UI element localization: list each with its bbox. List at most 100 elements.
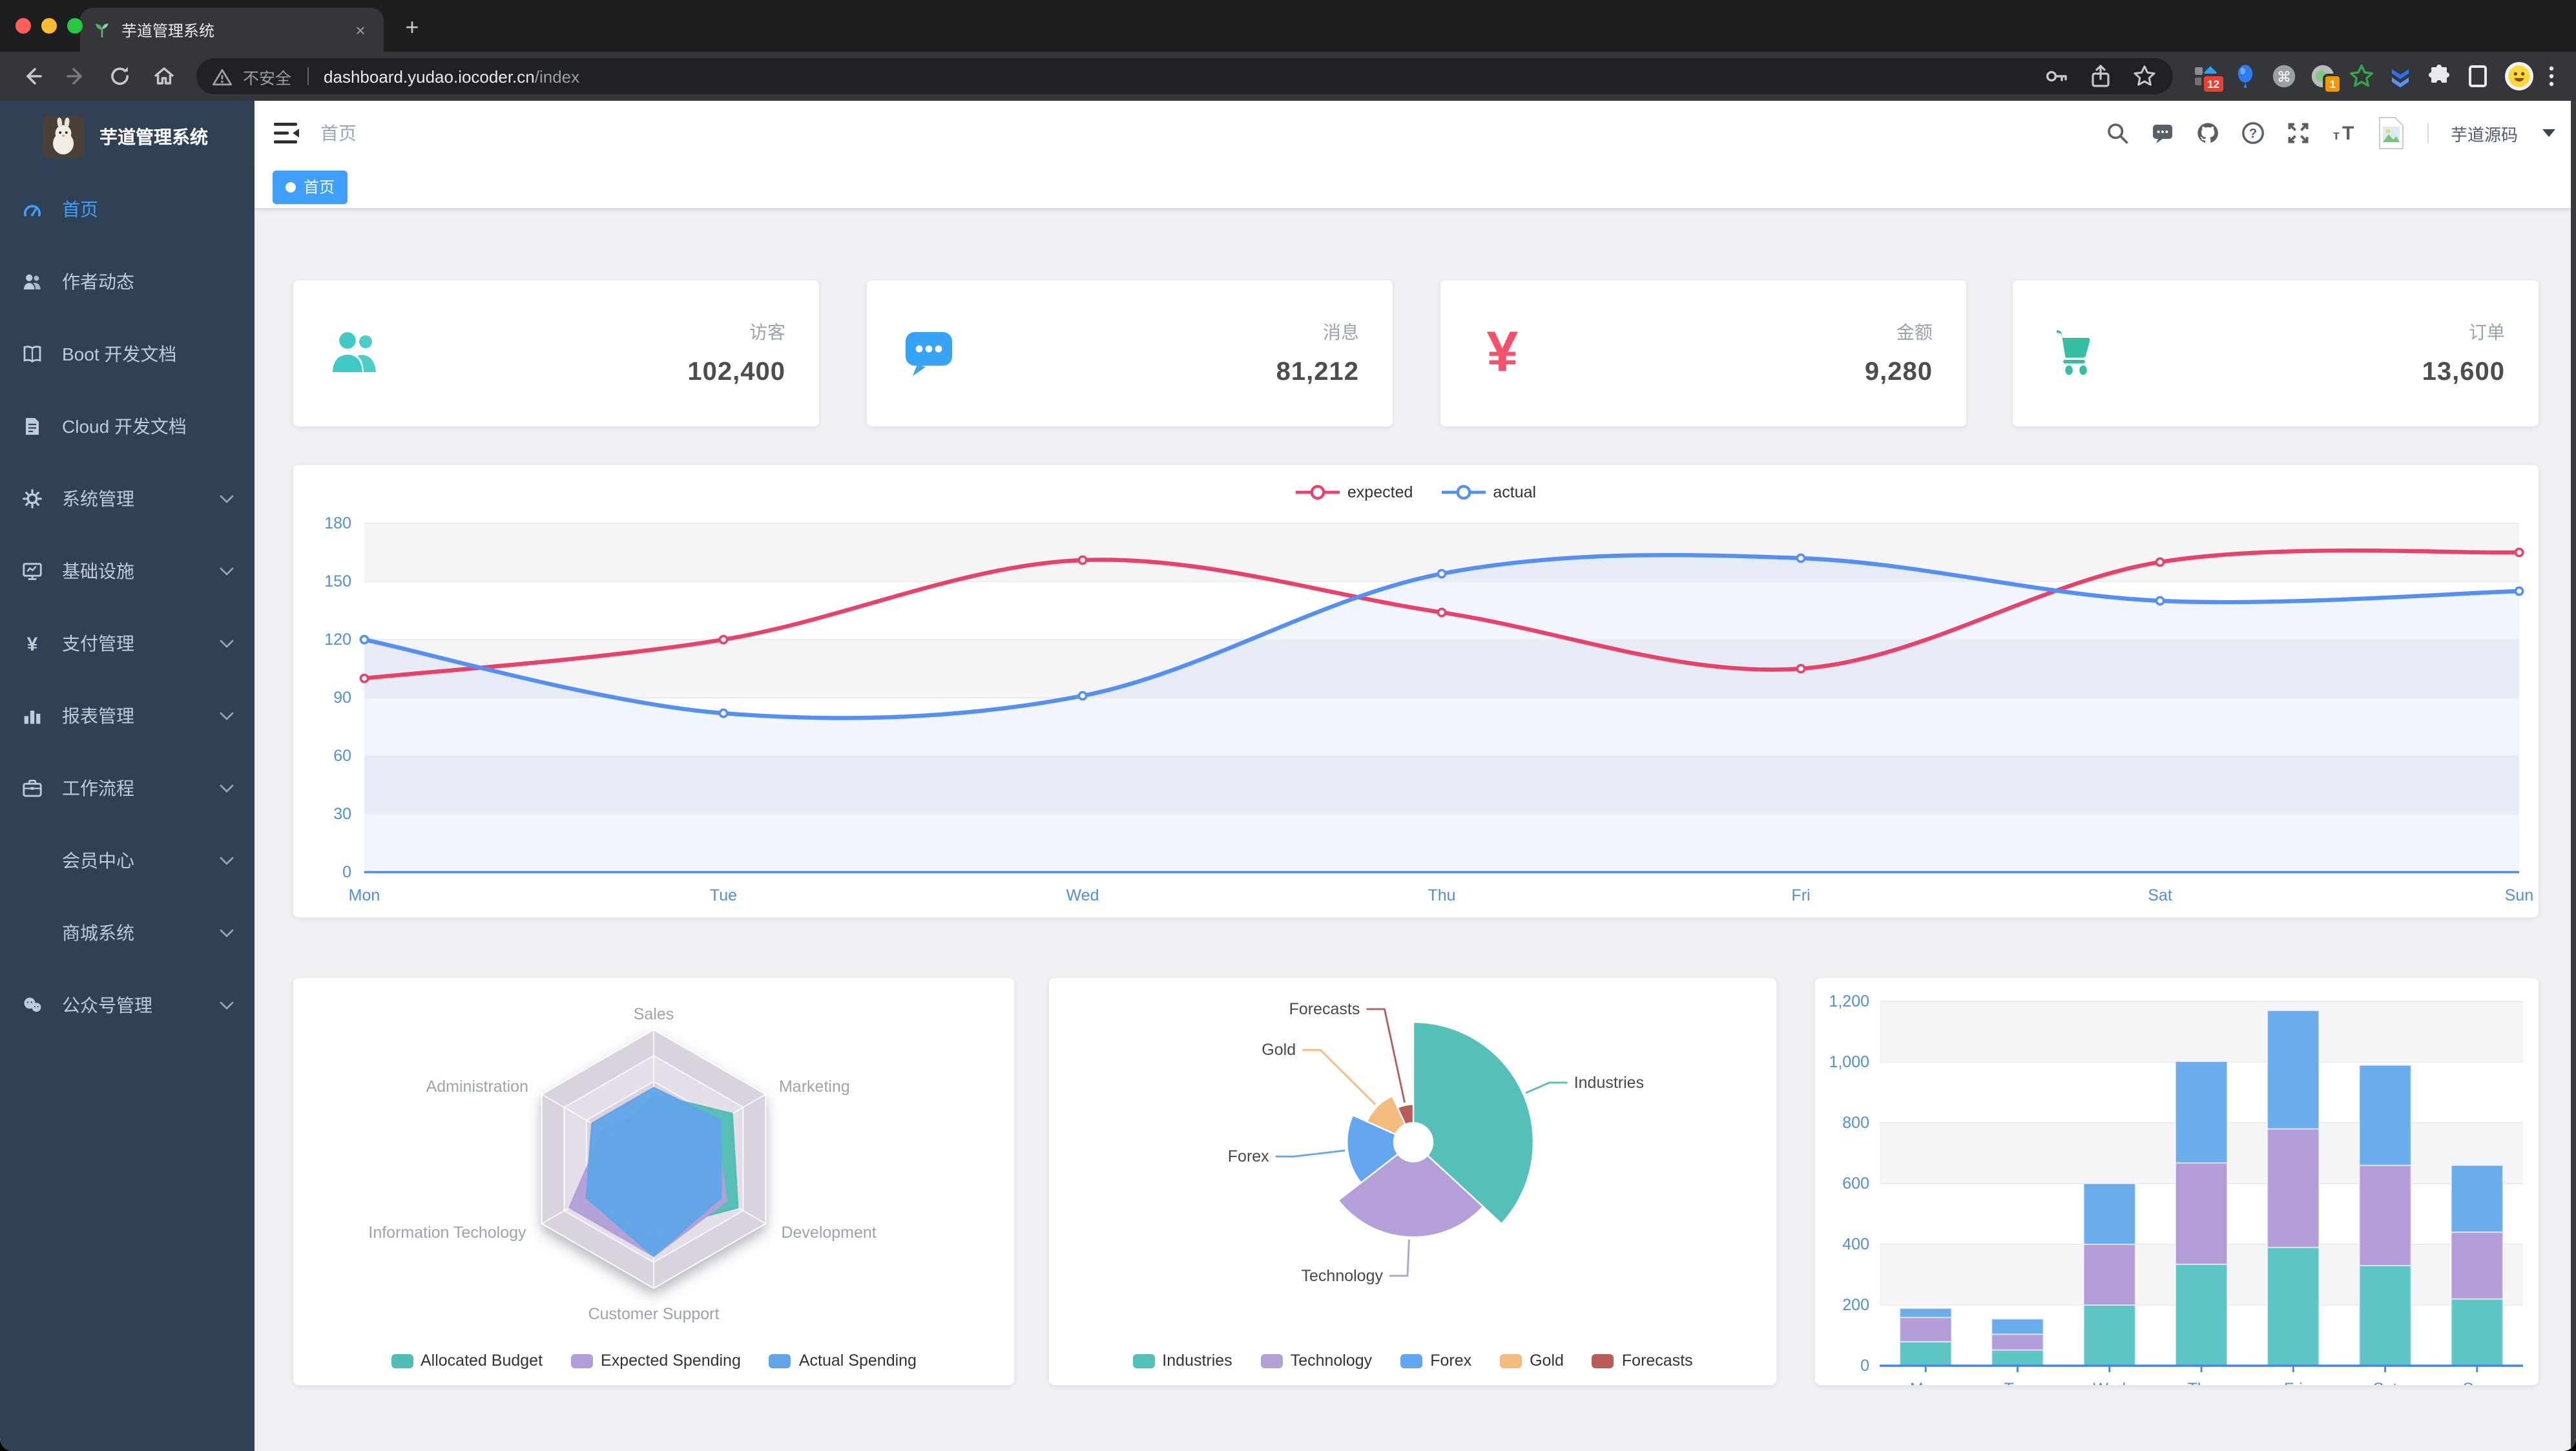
sidebar-item-0[interactable]: 首页 <box>0 173 254 245</box>
svg-text:800: 800 <box>1842 1114 1869 1132</box>
app-window: 芋道管理系统 首页 作者动态 Boot 开发文档 Cloud 开发文档 系统管理… <box>0 101 2576 1451</box>
no-icon <box>22 923 43 943</box>
sidebar-item-5[interactable]: 基础设施 <box>0 535 254 607</box>
tag-0[interactable]: 首页 <box>273 170 348 204</box>
stat-card-value: 81,212 <box>1276 358 1359 386</box>
maximize-window-button[interactable] <box>67 18 83 34</box>
sidebar-item-10[interactable]: 商城系统 <box>0 897 254 969</box>
chevron-down-icon <box>220 712 234 721</box>
blocks-diamond-icon[interactable]: 12 <box>2194 63 2226 94</box>
new-tab-button[interactable]: + <box>405 14 419 40</box>
briefcase-icon <box>22 778 43 799</box>
monitor-icon <box>22 561 43 581</box>
legend-item[interactable]: Actual Spending <box>769 1352 917 1370</box>
balloon-icon[interactable] <box>2232 63 2258 89</box>
user-menu[interactable]: 芋道源码 <box>2450 125 2518 144</box>
svg-text:⌘: ⌘ <box>2277 68 2291 85</box>
dashboard-content: 访客 102,400 消息 81,212 ¥ 金额 9,280 订单 13,60… <box>254 209 2576 1451</box>
sidebar-item-8[interactable]: 工作流程 <box>0 752 254 824</box>
avatar-placeholder-icon[interactable] <box>2377 116 2405 150</box>
legend-item[interactable]: Forex <box>1400 1352 1471 1370</box>
legend-item[interactable]: Gold <box>1500 1352 1564 1370</box>
svg-text:Mon: Mon <box>1910 1380 1942 1385</box>
legend-item[interactable]: expected <box>1295 483 1413 501</box>
sidebar-item-3[interactable]: Cloud 开发文档 <box>0 390 254 463</box>
question-icon[interactable]: ? <box>2241 121 2265 145</box>
sidebar-item-11[interactable]: 公众号管理 <box>0 969 254 1041</box>
people-icon <box>327 322 389 384</box>
forward-icon[interactable] <box>57 57 96 96</box>
svg-text:Information Techology: Information Techology <box>368 1224 526 1242</box>
back-icon[interactable] <box>13 57 52 96</box>
kebab-menu-icon[interactable] <box>2540 62 2563 90</box>
sidebar-item-6[interactable]: ¥ 支付管理 <box>0 607 254 680</box>
key-icon[interactable] <box>2044 63 2070 89</box>
address-bar[interactable]: 不安全 dashboard.yudao.iocoder.cn/index <box>196 58 2173 94</box>
radar-chart-panel: Sales Administration Information Techology… <box>293 978 1014 1385</box>
stat-card-label: 访客 <box>749 322 785 342</box>
command-icon[interactable]: ⌘ <box>2271 63 2297 89</box>
sidebar-item-7[interactable]: 报表管理 <box>0 680 254 752</box>
breadcrumb[interactable]: 首页 <box>320 123 357 143</box>
svg-text:Sun: Sun <box>2505 886 2533 904</box>
svg-text:Technology: Technology <box>1302 1267 1384 1285</box>
svg-text:Marketing: Marketing <box>779 1078 850 1096</box>
legend-item[interactable]: actual <box>1441 483 1536 501</box>
legend-item[interactable]: Technology <box>1260 1352 1372 1370</box>
sidebar-logo[interactable]: 芋道管理系统 <box>0 101 254 173</box>
legend-item[interactable]: Allocated Budget <box>391 1352 543 1370</box>
svg-text:Fri: Fri <box>1791 886 1810 904</box>
star-icon[interactable] <box>2132 63 2157 89</box>
document-icon <box>22 416 43 437</box>
svg-text:Administration: Administration <box>426 1078 528 1096</box>
message-icon[interactable] <box>2151 121 2174 145</box>
legend-item[interactable]: Forecasts <box>1592 1352 1693 1370</box>
svg-text:Tue: Tue <box>710 886 737 904</box>
chevron-down-icon <box>220 784 234 793</box>
stat-card-label: 金额 <box>1896 322 1933 342</box>
legend-item[interactable]: Expected Spending <box>571 1352 741 1370</box>
reading-list-icon[interactable] <box>2465 63 2491 89</box>
sidebar-item-label: Cloud 开发文档 <box>62 416 187 437</box>
pie-chart-panel: Industries Technology Forex Gold Forecasts In… <box>1049 978 1776 1385</box>
puzzle-icon[interactable] <box>2426 63 2452 89</box>
security-label[interactable]: 不安全 <box>243 69 292 87</box>
browser-tab[interactable]: 芋道管理系统 × <box>80 8 384 52</box>
seedling-favicon-icon <box>93 21 111 39</box>
url-text[interactable]: dashboard.yudao.iocoder.cn/index <box>324 67 2033 86</box>
svg-text:Gold: Gold <box>1262 1041 1296 1059</box>
reload-icon[interactable] <box>101 57 140 96</box>
divider <box>307 67 309 85</box>
caret-down-icon[interactable] <box>2542 129 2555 137</box>
home-icon[interactable] <box>145 57 183 96</box>
double-chevron-icon[interactable] <box>2387 63 2413 89</box>
profile-avatar-icon[interactable] <box>2504 61 2535 92</box>
omnibox-icons <box>2044 63 2157 89</box>
svg-text:Forex: Forex <box>1228 1147 1269 1165</box>
search-icon[interactable] <box>2106 121 2129 145</box>
minimize-window-button[interactable] <box>41 18 57 34</box>
green-star-icon[interactable] <box>2349 63 2374 89</box>
legend-item[interactable]: Industries <box>1132 1352 1232 1370</box>
close-window-button[interactable] <box>16 18 31 34</box>
tab-close-icon[interactable]: × <box>355 20 366 39</box>
sidebar-item-4[interactable]: 系统管理 <box>0 463 254 535</box>
record-icon[interactable]: 1 <box>2310 63 2342 94</box>
window-controls[interactable] <box>16 18 83 34</box>
chart-icon <box>22 705 43 726</box>
window-scrollbar-strip[interactable] <box>2571 101 2576 1451</box>
no-icon <box>22 850 43 871</box>
sidebar-item-label: 基础设施 <box>62 561 134 581</box>
hamburger-icon[interactable] <box>274 121 300 145</box>
sidebar-item-2[interactable]: Boot 开发文档 <box>0 318 254 390</box>
chevron-down-icon <box>220 929 234 938</box>
chevron-down-icon <box>220 495 234 504</box>
navbar: 首页 ? т T 芋道源码 <box>254 101 2576 165</box>
sidebar-item-1[interactable]: 作者动态 <box>0 245 254 318</box>
sidebar-item-9[interactable]: 会员中心 <box>0 824 254 897</box>
share-icon[interactable] <box>2088 63 2114 89</box>
github-icon[interactable] <box>2196 121 2219 145</box>
svg-text:120: 120 <box>324 631 351 649</box>
fullscreen-icon[interactable] <box>2287 121 2310 145</box>
